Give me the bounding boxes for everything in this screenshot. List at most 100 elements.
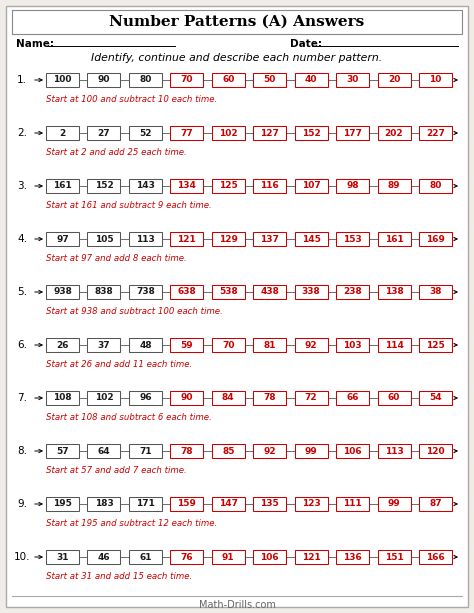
- FancyBboxPatch shape: [129, 179, 162, 193]
- FancyBboxPatch shape: [419, 497, 452, 511]
- Text: 166: 166: [426, 552, 445, 562]
- FancyBboxPatch shape: [253, 285, 286, 299]
- Text: 152: 152: [95, 181, 113, 191]
- FancyBboxPatch shape: [336, 444, 369, 458]
- Text: Identify, continue and describe each number pattern.: Identify, continue and describe each num…: [91, 53, 383, 63]
- Text: 60: 60: [388, 394, 400, 403]
- FancyBboxPatch shape: [212, 126, 245, 140]
- Text: 134: 134: [177, 181, 196, 191]
- FancyBboxPatch shape: [378, 179, 410, 193]
- FancyBboxPatch shape: [87, 285, 120, 299]
- FancyBboxPatch shape: [212, 550, 245, 564]
- FancyBboxPatch shape: [170, 444, 203, 458]
- FancyBboxPatch shape: [295, 444, 328, 458]
- Text: 70: 70: [181, 75, 193, 85]
- Text: 121: 121: [302, 552, 320, 562]
- Text: 227: 227: [426, 129, 445, 137]
- Text: 85: 85: [222, 446, 235, 455]
- Text: 103: 103: [343, 340, 362, 349]
- Text: 52: 52: [139, 129, 152, 137]
- Text: 121: 121: [177, 235, 196, 243]
- Text: 87: 87: [429, 500, 442, 509]
- Text: 90: 90: [181, 394, 193, 403]
- Text: 108: 108: [53, 394, 72, 403]
- Text: 26: 26: [56, 340, 69, 349]
- Text: 105: 105: [95, 235, 113, 243]
- FancyBboxPatch shape: [46, 232, 79, 246]
- Text: 137: 137: [260, 235, 279, 243]
- Text: 59: 59: [181, 340, 193, 349]
- Text: 116: 116: [260, 181, 279, 191]
- Text: 27: 27: [98, 129, 110, 137]
- Text: 7.: 7.: [17, 393, 27, 403]
- FancyBboxPatch shape: [253, 338, 286, 352]
- FancyBboxPatch shape: [46, 338, 79, 352]
- FancyBboxPatch shape: [129, 338, 162, 352]
- Text: 438: 438: [260, 287, 279, 297]
- Text: 80: 80: [429, 181, 442, 191]
- Text: 6.: 6.: [17, 340, 27, 350]
- Text: 57: 57: [56, 446, 69, 455]
- FancyBboxPatch shape: [419, 73, 452, 87]
- Text: 106: 106: [343, 446, 362, 455]
- FancyBboxPatch shape: [253, 73, 286, 87]
- Text: 99: 99: [305, 446, 318, 455]
- FancyBboxPatch shape: [295, 179, 328, 193]
- Text: 147: 147: [219, 500, 238, 509]
- FancyBboxPatch shape: [212, 497, 245, 511]
- Text: 99: 99: [388, 500, 401, 509]
- FancyBboxPatch shape: [378, 126, 410, 140]
- FancyBboxPatch shape: [129, 391, 162, 405]
- Text: 111: 111: [343, 500, 362, 509]
- Text: Start at 97 and add 8 each time.: Start at 97 and add 8 each time.: [46, 254, 187, 263]
- FancyBboxPatch shape: [46, 285, 79, 299]
- Text: 838: 838: [95, 287, 113, 297]
- Text: 202: 202: [385, 129, 403, 137]
- Text: 9.: 9.: [17, 499, 27, 509]
- Text: 31: 31: [56, 552, 69, 562]
- Text: 120: 120: [426, 446, 445, 455]
- Text: 113: 113: [136, 235, 155, 243]
- FancyBboxPatch shape: [336, 550, 369, 564]
- Text: 177: 177: [343, 129, 362, 137]
- Text: 64: 64: [98, 446, 110, 455]
- Text: 171: 171: [136, 500, 155, 509]
- Text: 151: 151: [385, 552, 403, 562]
- Text: 8.: 8.: [17, 446, 27, 456]
- Text: 89: 89: [388, 181, 401, 191]
- FancyBboxPatch shape: [378, 497, 410, 511]
- Text: Start at 57 and add 7 each time.: Start at 57 and add 7 each time.: [46, 466, 187, 475]
- Text: 72: 72: [305, 394, 318, 403]
- Text: 125: 125: [219, 181, 237, 191]
- Text: 80: 80: [139, 75, 152, 85]
- Text: 37: 37: [98, 340, 110, 349]
- FancyBboxPatch shape: [295, 338, 328, 352]
- FancyBboxPatch shape: [295, 285, 328, 299]
- FancyBboxPatch shape: [253, 444, 286, 458]
- Text: 90: 90: [98, 75, 110, 85]
- FancyBboxPatch shape: [419, 550, 452, 564]
- Text: 71: 71: [139, 446, 152, 455]
- Text: 738: 738: [136, 287, 155, 297]
- FancyBboxPatch shape: [295, 232, 328, 246]
- FancyBboxPatch shape: [378, 285, 410, 299]
- FancyBboxPatch shape: [378, 550, 410, 564]
- FancyBboxPatch shape: [170, 550, 203, 564]
- Text: 2: 2: [59, 129, 65, 137]
- FancyBboxPatch shape: [46, 126, 79, 140]
- Text: 20: 20: [388, 75, 400, 85]
- Text: 169: 169: [426, 235, 445, 243]
- FancyBboxPatch shape: [46, 391, 79, 405]
- Text: 2.: 2.: [17, 128, 27, 138]
- FancyBboxPatch shape: [46, 550, 79, 564]
- FancyBboxPatch shape: [170, 232, 203, 246]
- FancyBboxPatch shape: [378, 232, 410, 246]
- FancyBboxPatch shape: [253, 497, 286, 511]
- Text: 46: 46: [98, 552, 110, 562]
- FancyBboxPatch shape: [87, 126, 120, 140]
- Text: 938: 938: [53, 287, 72, 297]
- Text: 66: 66: [346, 394, 359, 403]
- FancyBboxPatch shape: [87, 497, 120, 511]
- FancyBboxPatch shape: [170, 497, 203, 511]
- FancyBboxPatch shape: [419, 126, 452, 140]
